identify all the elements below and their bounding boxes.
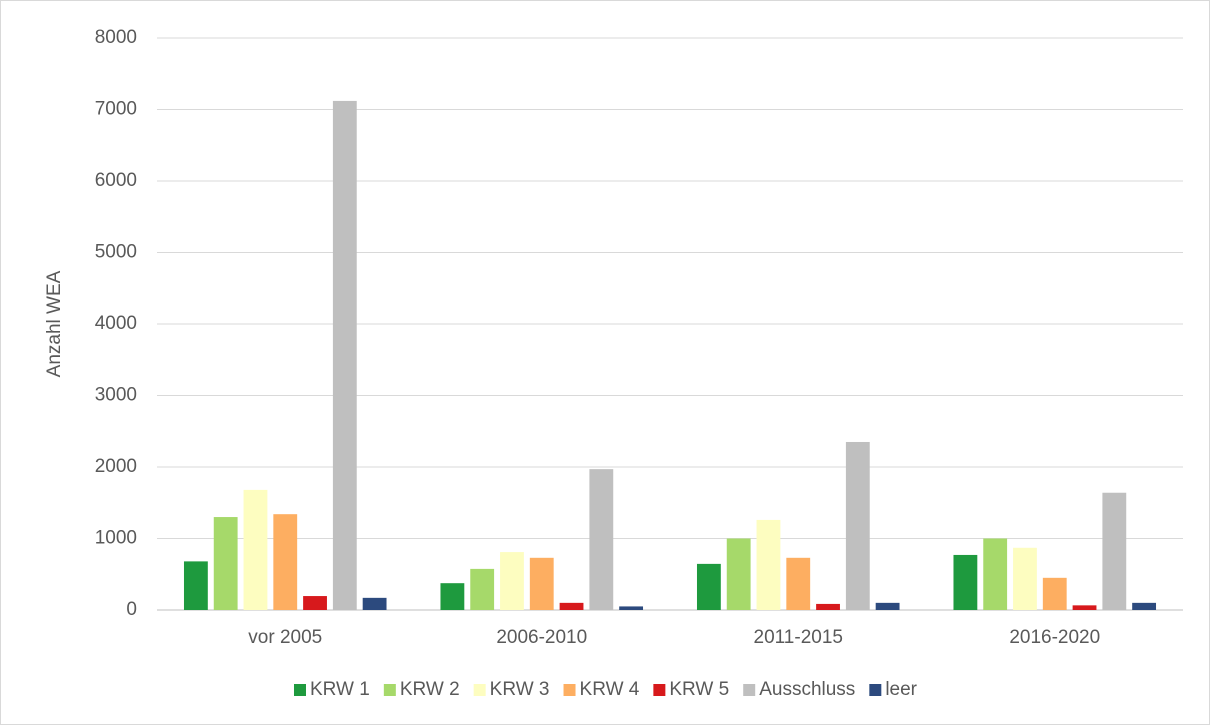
legend-label: KRW 4 [580, 679, 640, 700]
legend-label: KRW 1 [310, 679, 370, 700]
bar [983, 538, 1008, 610]
y-tick-label: 3000 [95, 385, 137, 406]
bar [953, 554, 978, 610]
x-tick-label: vor 2005 [248, 627, 322, 648]
legend-label: KRW 2 [400, 679, 460, 700]
x-tick-label: 2011-2015 [754, 627, 843, 648]
legend-swatch [563, 684, 576, 696]
bar [332, 100, 357, 611]
y-tick-label: 1000 [95, 528, 137, 549]
legend-label: KRW 3 [490, 679, 550, 700]
bar [875, 602, 900, 610]
bar [183, 561, 208, 610]
x-tick-label: 2016-2020 [1009, 627, 1100, 648]
bar [786, 557, 811, 610]
legend-swatch [869, 684, 882, 696]
legend-swatch [473, 684, 486, 696]
bar [213, 517, 238, 610]
legend-swatch [653, 684, 666, 696]
legend-label: Ausschluss [759, 679, 855, 700]
bar [619, 606, 644, 610]
bar [559, 602, 584, 610]
legend-swatch [293, 684, 306, 696]
bar [1132, 602, 1157, 610]
legend-swatch [743, 684, 756, 696]
y-tick-label: 6000 [95, 170, 137, 191]
y-tick-label: 5000 [95, 242, 137, 263]
bar [303, 596, 327, 610]
bar [470, 568, 495, 610]
bar [845, 441, 870, 610]
bar [756, 519, 781, 610]
y-tick-label: 7000 [95, 99, 137, 120]
y-tick-label: 4000 [95, 313, 137, 334]
bar [1102, 492, 1127, 610]
bar [362, 597, 387, 610]
bar [243, 489, 268, 610]
bar [726, 538, 751, 610]
bar [696, 563, 721, 610]
legend-label: KRW 5 [669, 679, 729, 700]
bar [529, 557, 554, 610]
bar [1042, 577, 1067, 610]
bar [589, 469, 614, 610]
y-tick-label: 2000 [95, 456, 137, 477]
bar [273, 514, 298, 610]
y-axis-label: Anzahl WEA [44, 270, 65, 377]
bar [500, 552, 524, 610]
x-tick-label: 2006-2010 [496, 627, 587, 648]
bar [440, 583, 465, 610]
bar [1072, 605, 1097, 610]
y-tick-label: 0 [126, 599, 137, 620]
bar [816, 603, 840, 610]
y-tick-label: 8000 [95, 27, 137, 48]
bar [1013, 547, 1037, 610]
legend-swatch [383, 684, 396, 696]
legend-label: leer [885, 679, 917, 700]
